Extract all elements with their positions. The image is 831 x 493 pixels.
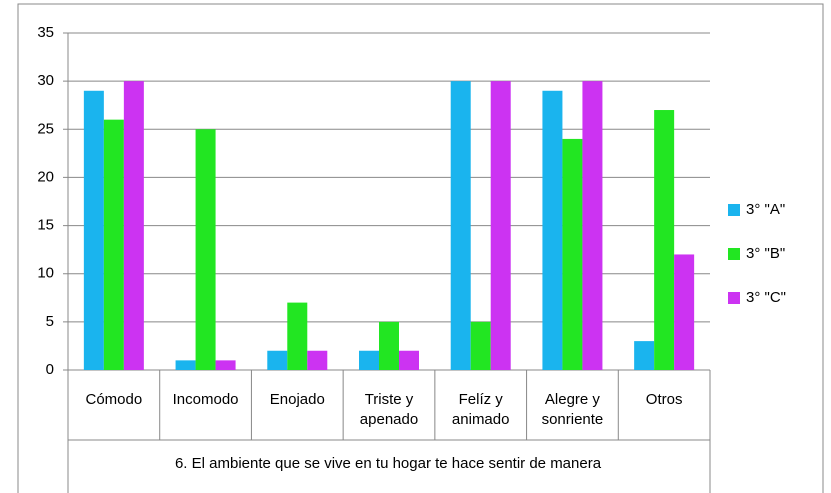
legend-label: 3° "B" bbox=[746, 245, 785, 262]
bar bbox=[123, 81, 144, 371]
legend-label: 3° "A" bbox=[746, 201, 785, 218]
bar bbox=[674, 254, 695, 370]
bar bbox=[307, 350, 328, 370]
bar bbox=[542, 90, 563, 371]
legend-swatch bbox=[728, 204, 740, 216]
legend-swatch bbox=[728, 292, 740, 304]
y-tick-label: 30 bbox=[37, 72, 54, 89]
y-tick-label: 0 bbox=[46, 361, 54, 378]
bar bbox=[83, 90, 104, 371]
bar bbox=[379, 321, 399, 370]
y-tick-label: 15 bbox=[37, 217, 54, 234]
bar bbox=[175, 360, 196, 370]
x-tick-label: Otros bbox=[645, 391, 683, 408]
bar bbox=[634, 341, 655, 370]
y-tick-label: 25 bbox=[37, 120, 54, 137]
bar bbox=[215, 360, 236, 370]
x-tick-label: Cómodo bbox=[85, 391, 143, 408]
bar bbox=[267, 350, 288, 370]
y-tick-label: 35 bbox=[37, 24, 54, 41]
bar bbox=[359, 350, 379, 370]
y-tick-label: 20 bbox=[37, 168, 54, 185]
bar bbox=[582, 81, 603, 371]
bar bbox=[450, 81, 471, 371]
bar bbox=[470, 321, 491, 370]
bar bbox=[399, 350, 419, 370]
y-tick-label: 5 bbox=[46, 313, 54, 330]
bar bbox=[490, 81, 511, 371]
x-tick-label: Alegre y sonriente bbox=[541, 391, 604, 428]
x-tick-label: Triste y apenado bbox=[359, 391, 419, 428]
x-axis-title: 6. El ambiente que se vive en tu hogar t… bbox=[174, 455, 602, 472]
x-tick-label: Felíz y animado bbox=[451, 391, 510, 428]
bar bbox=[103, 119, 124, 371]
legend-label: 3° "C" bbox=[746, 289, 786, 306]
frame bbox=[17, 3, 824, 493]
bar bbox=[195, 129, 216, 370]
bar bbox=[287, 302, 308, 370]
bar bbox=[654, 110, 675, 371]
x-tick-label: Enojado bbox=[269, 391, 325, 408]
bar bbox=[562, 138, 583, 370]
x-tick-label: Incomodo bbox=[172, 391, 239, 408]
y-tick-label: 10 bbox=[37, 265, 54, 282]
legend-swatch bbox=[728, 248, 740, 260]
